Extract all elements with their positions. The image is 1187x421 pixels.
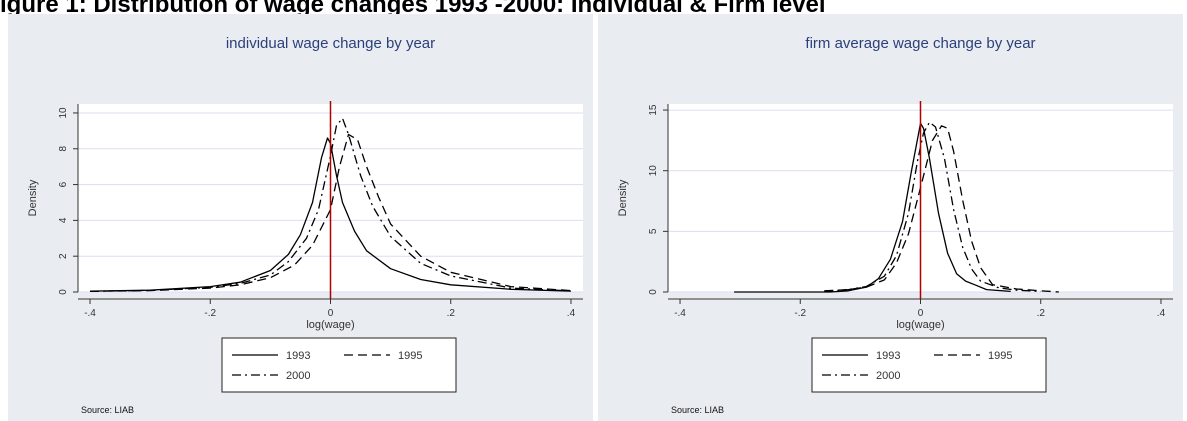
y-tick-label: 0: [58, 289, 69, 295]
page-heading: igure 1: Distribution of wage changes 19…: [0, 0, 826, 18]
legend-label: 2000: [286, 370, 310, 382]
y-tick-label: 6: [58, 181, 69, 187]
series-line-1993: [734, 122, 1011, 293]
chart-individual-wage: individual wage change by year 0 2 4 6 8 10 -.4…: [27, 35, 583, 393]
legend: [221, 337, 457, 393]
chart-panel-firm: firm average wage change by year 0 5 10 15 -.…: [598, 14, 1183, 421]
x-tick-label: .4: [1157, 308, 1166, 319]
series-line-2000: [824, 121, 1041, 293]
y-tick-label: 5: [648, 228, 659, 234]
y-axis-label: Density: [27, 179, 39, 216]
chart-panel-individual: individual wage change by year 0 2 4 6 8 10 -.4…: [8, 14, 593, 421]
y-axis-label: Density: [617, 179, 629, 216]
legend-label: 1995: [398, 350, 422, 362]
x-tick-label: .2: [447, 308, 456, 319]
legend-label: 2000: [876, 370, 900, 382]
series-line-1995: [89, 133, 572, 292]
legend-label: 1993: [286, 350, 310, 362]
x-tick-label: .2: [1037, 308, 1046, 319]
y-tick-label: 0: [648, 289, 659, 295]
y-tick-label: 10: [648, 165, 659, 177]
x-tick-label: 0: [328, 308, 334, 319]
chart-title: individual wage change by year: [226, 35, 435, 52]
series-line-1993: [89, 137, 572, 292]
y-tick-label: 15: [648, 104, 659, 116]
x-tick-label: 0: [918, 308, 924, 319]
y-tick-label: 4: [58, 217, 69, 223]
legend-label: 1993: [876, 350, 900, 362]
chart-title: firm average wage change by year: [805, 35, 1035, 52]
x-tick-label: -.2: [204, 308, 216, 319]
x-tick-label: .4: [567, 308, 576, 319]
x-tick-label: -.4: [674, 308, 686, 319]
x-tick-label: -.4: [84, 308, 96, 319]
x-tick-label: -.2: [794, 308, 806, 319]
chart-firm-average-wage: firm average wage change by year 0 5 10 15 -.…: [617, 35, 1173, 393]
source-note: Source: LIAB: [81, 405, 135, 415]
y-tick-label: 10: [58, 107, 69, 119]
x-axis-label: log(wage): [306, 319, 354, 331]
series-line-2000: [89, 117, 572, 292]
legend-label: 1995: [988, 350, 1012, 362]
series-line-1995: [824, 125, 1059, 293]
y-tick-label: 2: [58, 253, 69, 259]
legend: [811, 337, 1047, 393]
source-note: Source: LIAB: [671, 405, 725, 415]
x-axis-label: log(wage): [896, 319, 944, 331]
y-tick-label: 8: [58, 146, 69, 152]
